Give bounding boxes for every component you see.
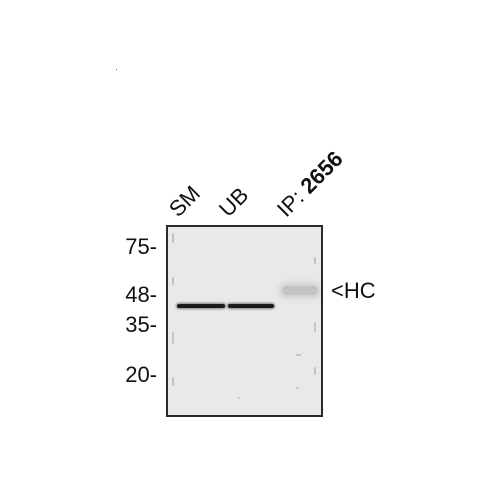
- membrane-speck: [296, 387, 299, 389]
- membrane-speck: [172, 377, 174, 386]
- blot-membrane: [166, 225, 323, 417]
- marker-75: 75-: [125, 236, 157, 258]
- membrane-speck: [172, 233, 174, 243]
- lane-label-ip: IP: 2656: [273, 147, 347, 221]
- membrane-speck: [314, 322, 316, 332]
- band-heavy-chain: [282, 286, 318, 295]
- dust-speck: [116, 69, 117, 70]
- band-sm-lane: [177, 304, 225, 308]
- membrane-speck: [314, 367, 316, 375]
- marker-20: 20-: [125, 364, 157, 386]
- marker-48: 48-: [125, 284, 157, 306]
- band-ub-lane: [228, 304, 274, 308]
- membrane-speck: [314, 257, 316, 264]
- lane-label-ip-prefix: IP:: [272, 185, 309, 222]
- heavy-chain-annotation: <HC: [331, 280, 376, 302]
- membrane-speck: [296, 354, 301, 356]
- membrane-speck: [172, 277, 174, 285]
- lane-label-ub: UB: [215, 184, 252, 221]
- lane-label-sm: SM: [165, 182, 204, 221]
- membrane-speck: [172, 332, 174, 344]
- membrane-speck: [238, 397, 240, 399]
- lane-label-ip-number: 2656: [295, 146, 347, 198]
- marker-35: 35-: [125, 314, 157, 336]
